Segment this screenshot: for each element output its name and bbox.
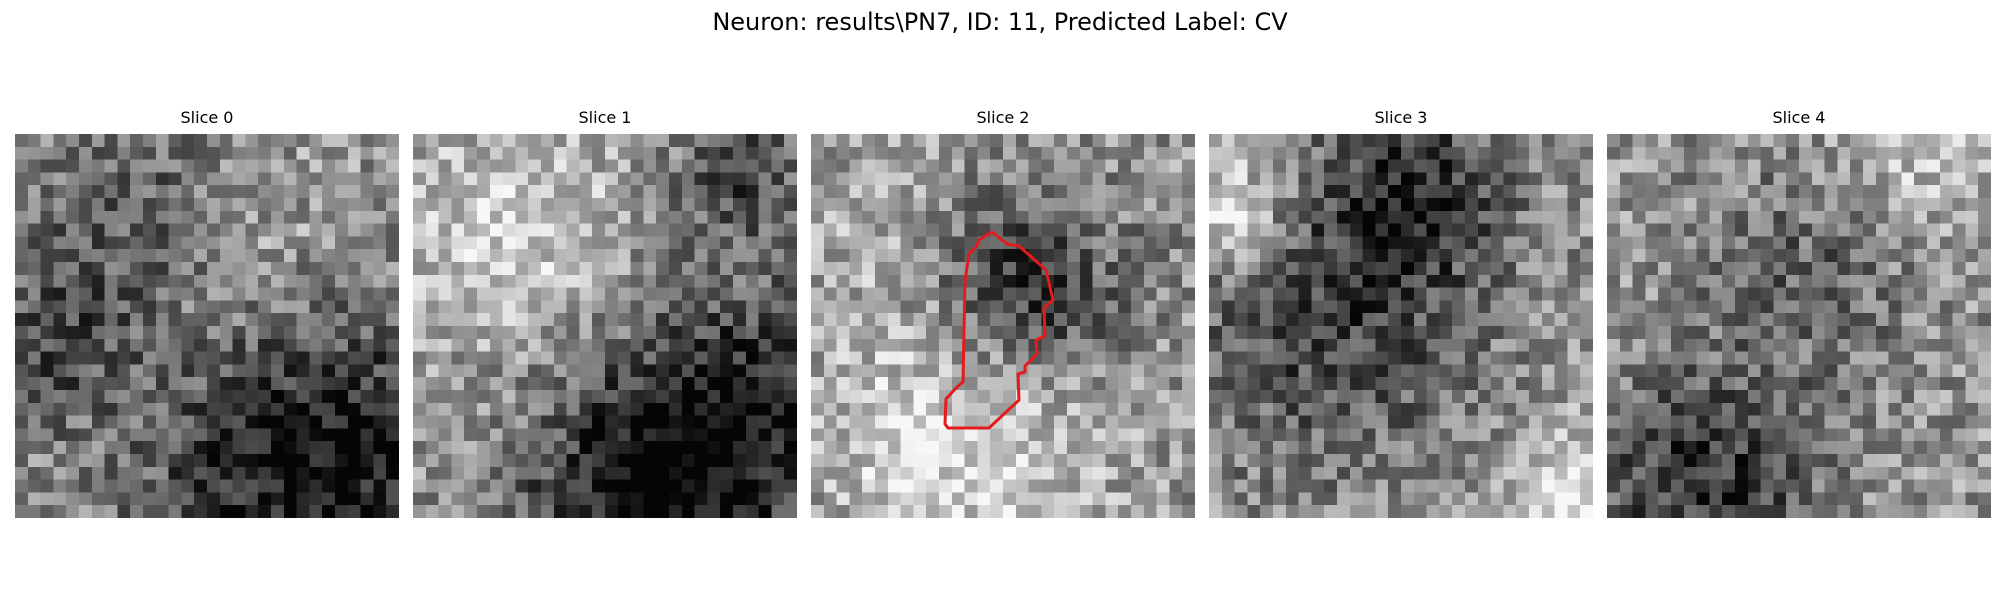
slice-title-3: Slice 3	[1374, 108, 1428, 127]
slice-image-0	[15, 134, 399, 518]
slice-panel-0: Slice 0	[15, 108, 399, 518]
slice-image-3	[1209, 134, 1593, 518]
slice-image-1	[413, 134, 797, 518]
slice-title-2: Slice 2	[976, 108, 1030, 127]
slice-title-1: Slice 1	[578, 108, 632, 127]
slice-panel-1: Slice 1	[413, 108, 797, 518]
figure-title: Neuron: results\PN7, ID: 11, Predicted L…	[712, 8, 1288, 36]
slice-panel-4: Slice 4	[1607, 108, 1991, 518]
slice-panel-2: Slice 2	[811, 108, 1195, 518]
slice-image-4	[1607, 134, 1991, 518]
slice-title-4: Slice 4	[1772, 108, 1826, 127]
slice-panel-3: Slice 3	[1209, 108, 1593, 518]
slice-image-2	[811, 134, 1195, 518]
slice-title-0: Slice 0	[180, 108, 234, 127]
